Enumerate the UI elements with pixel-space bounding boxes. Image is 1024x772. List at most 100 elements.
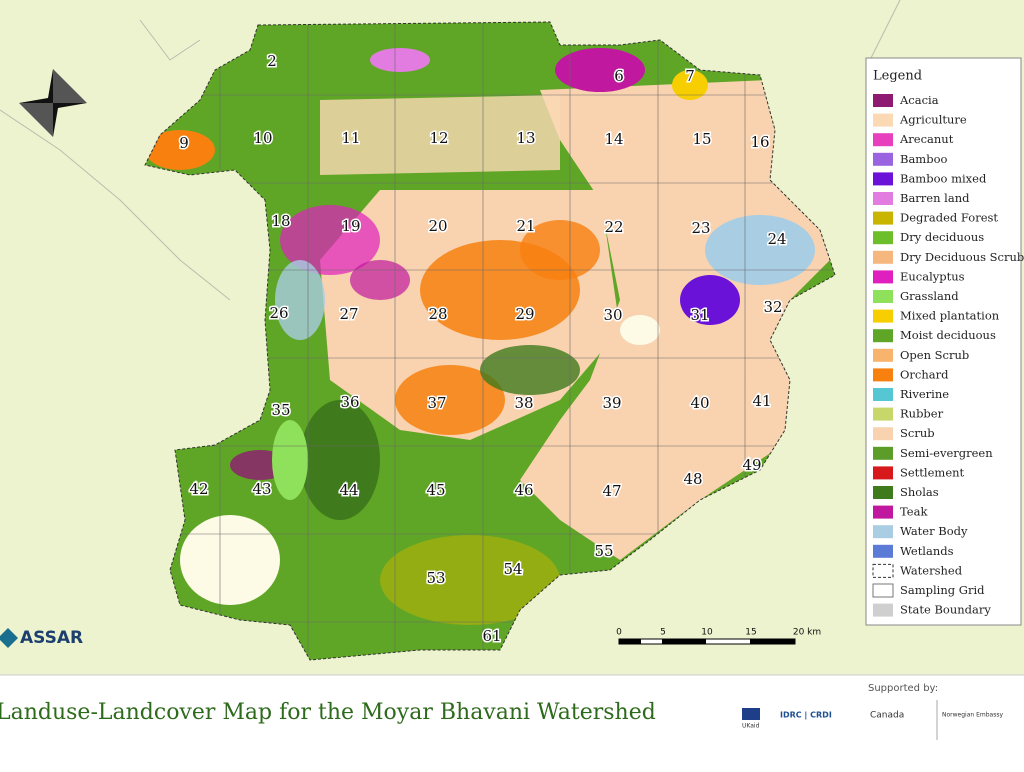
sponsor: Canada: [870, 711, 904, 721]
legend-swatch: [873, 231, 893, 245]
legend-label: Acacia: [899, 93, 939, 107]
legend-swatch: [873, 211, 893, 225]
sponsor: Norwegian Embassy: [942, 712, 1003, 719]
legend-label: Semi-evergreen: [900, 446, 993, 460]
grid-label: 31: [690, 306, 709, 324]
logo-text: ASSAR: [20, 628, 83, 648]
grid-label: 13: [516, 129, 535, 147]
legend: Acacia Agriculture Arecanut Bamboo Bamboo mi…: [872, 93, 1024, 617]
legend-label: Rubber: [900, 407, 944, 421]
grid-label: 24: [767, 230, 786, 248]
legend-swatch: [873, 172, 893, 186]
legend-label: Eucalyptus: [900, 269, 965, 283]
scale-label: 15: [745, 628, 756, 638]
supported-by: Supported by:: [868, 683, 938, 694]
legend-label: Scrub: [900, 426, 935, 440]
legend-swatch: [873, 309, 893, 323]
legend-swatch: [873, 329, 893, 343]
grid-label: 48: [683, 470, 702, 488]
legend-swatch: [873, 466, 893, 480]
north-arrow: [19, 69, 87, 137]
grid-label: 55: [594, 542, 613, 560]
legend-swatch: [873, 388, 893, 401]
legend-swatch: [873, 603, 893, 617]
legend-label: Grassland: [900, 289, 959, 303]
legend-label: Agriculture: [899, 113, 967, 127]
landcover: [145, 22, 835, 660]
scale-labels: 0 5 10 15 20 km: [616, 628, 821, 638]
ukaid-flag: [742, 708, 760, 720]
grid-label: 15: [692, 130, 711, 148]
grid-label: 26: [269, 304, 288, 322]
legend-label: Open Scrub: [900, 348, 969, 362]
grid-label: 2: [267, 52, 277, 70]
scale-bar: [618, 638, 796, 645]
grid-label: 42: [189, 480, 208, 498]
legend-swatch: [873, 505, 893, 519]
legend-label: Sampling Grid: [900, 583, 985, 597]
grid-label: 36: [340, 393, 359, 411]
legend-label: Moist deciduous: [900, 328, 996, 342]
grid-label: 12: [429, 129, 448, 147]
grid-label: 28: [428, 305, 447, 323]
grid-label: 53: [426, 569, 445, 587]
grid-label: 37: [427, 394, 446, 412]
grid-label: 45: [426, 481, 445, 499]
sponsor: UKaid: [742, 723, 760, 730]
grid-label: 35: [271, 401, 290, 419]
legend-label: Water Body: [900, 524, 968, 538]
legend-label: Watershed: [900, 563, 963, 577]
sponsor: IDRC | CRDI: [780, 711, 832, 720]
legend-label: Barren land: [900, 191, 970, 205]
grid-label: 46: [514, 481, 533, 499]
legend-swatch: [873, 427, 893, 441]
legend-label: Sholas: [900, 485, 939, 499]
grid-label: 14: [604, 130, 623, 148]
legend-swatch: [873, 113, 893, 127]
grid-label: 27: [339, 305, 358, 323]
grid-label: 54: [503, 560, 522, 578]
grid-label: 29: [515, 305, 534, 323]
scale-label: 20 km: [793, 628, 821, 638]
legend-label: Orchard: [900, 367, 949, 381]
legend-swatch: [873, 250, 893, 264]
grid-label: 18: [271, 212, 290, 230]
legend-label: Settlement: [900, 465, 965, 479]
legend-label: Dry Deciduous Scrub: [900, 250, 1024, 264]
legend-label: Dry deciduous: [900, 230, 984, 244]
legend-swatch: [873, 486, 893, 499]
scale-label: 0: [616, 628, 622, 638]
grid-label: 61: [482, 627, 501, 645]
legend-swatch: [873, 544, 893, 558]
grid-label: 21: [516, 217, 535, 235]
grid-label: 19: [341, 217, 360, 235]
grid-label: 16: [750, 133, 769, 151]
legend-label: State Boundary: [900, 603, 991, 617]
grid-label: 10: [253, 129, 272, 147]
legend-swatch: [873, 270, 893, 284]
grid-label: 7: [685, 67, 695, 85]
map-title: Landuse-Landcover Map for the Moyar Bhav…: [0, 700, 656, 725]
scale-label: 10: [701, 628, 713, 638]
legend-swatch: [873, 525, 893, 539]
grid-label: 49: [742, 456, 761, 474]
grid-label: 47: [602, 482, 621, 500]
legend-swatch: [873, 290, 893, 303]
grid-label: 20: [428, 217, 447, 235]
scale-label: 5: [660, 628, 666, 638]
legend-swatch: [872, 563, 894, 578]
legend-title: Legend: [873, 69, 922, 84]
grid-label: 23: [691, 219, 710, 237]
grid-label: 38: [514, 394, 533, 412]
grid-label: 43: [252, 480, 271, 498]
grid-label: 11: [341, 129, 360, 147]
grid-label: 41: [752, 392, 771, 410]
grid-label: 30: [603, 306, 622, 324]
legend-label: Degraded Forest: [900, 211, 998, 225]
legend-label: Bamboo mixed: [900, 171, 987, 185]
grid-label: 22: [604, 218, 623, 236]
grid-label: 39: [602, 394, 621, 412]
legend-label: Teak: [900, 505, 928, 519]
